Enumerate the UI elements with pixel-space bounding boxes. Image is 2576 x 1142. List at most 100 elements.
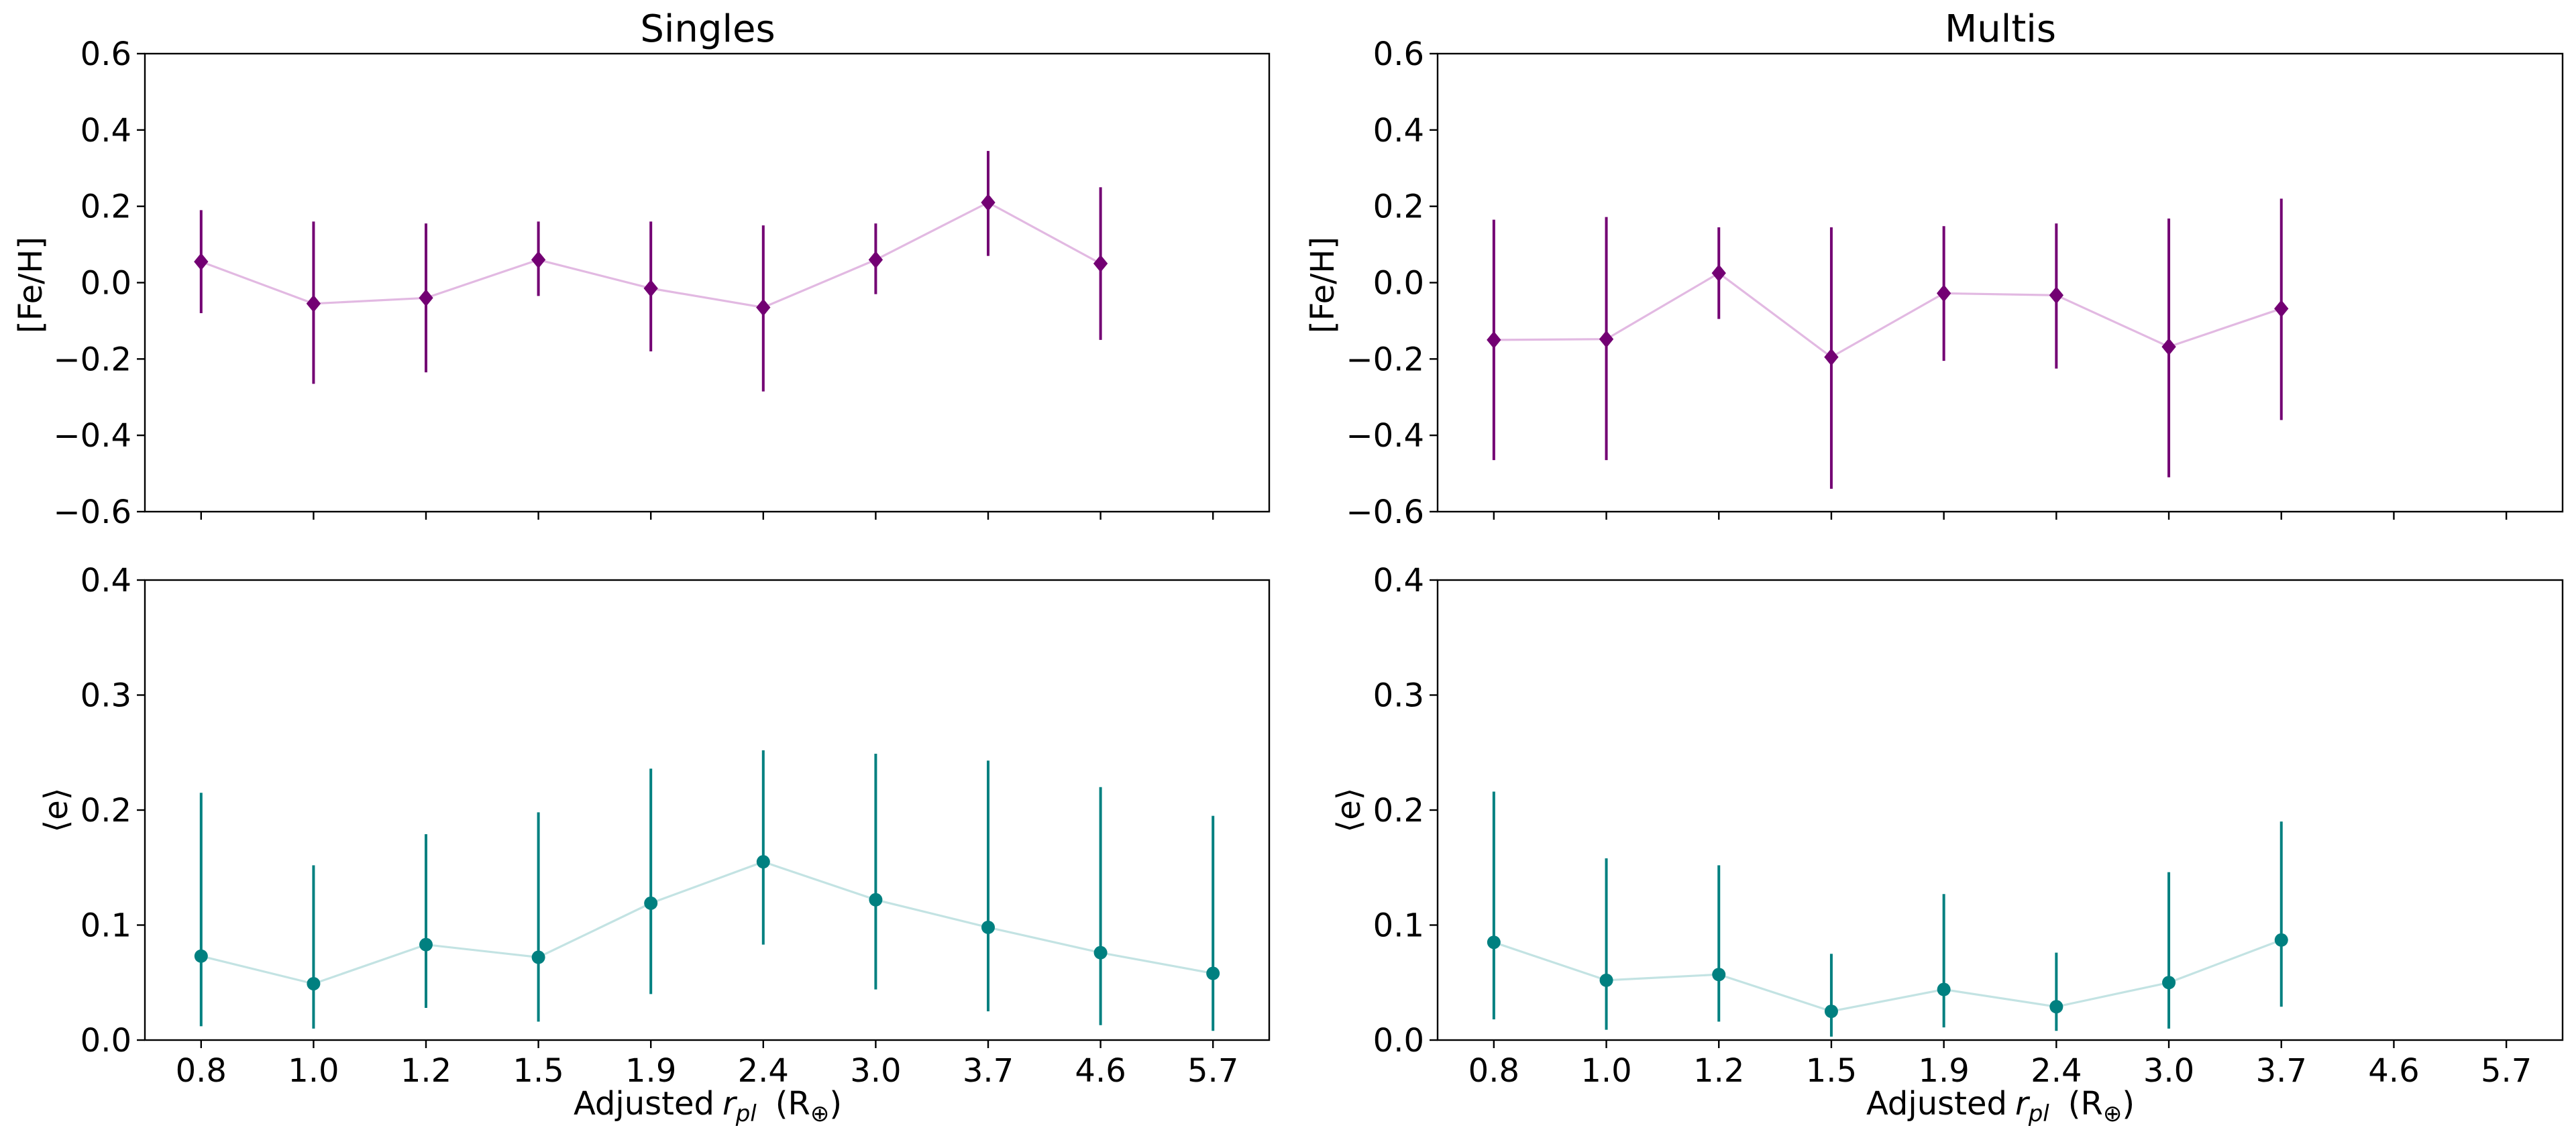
- y-tick-label: 0.6: [1373, 36, 1424, 73]
- y-tick-label: −0.2: [53, 341, 131, 378]
- data-point: [756, 855, 770, 869]
- axis-ticks: 0.6 0.4 0.2 0.0 −0.2 −0.4 −0.6: [53, 36, 1214, 531]
- series-line: [201, 860, 1214, 985]
- data-point: [1711, 264, 1726, 282]
- y-tick-label: −0.4: [1346, 417, 1424, 455]
- series-line: [1493, 939, 2282, 1013]
- y-axis-label: [Fe/H]: [1304, 237, 1342, 333]
- y-tick-label: −0.2: [1346, 341, 1424, 378]
- data-point: [981, 193, 996, 211]
- x-label-unit: (R: [2068, 1085, 2103, 1123]
- data-point: [644, 896, 658, 910]
- y-axis-label: [Fe/H]: [12, 237, 50, 333]
- data-marks: [194, 151, 1108, 392]
- panel-multis-ecc: ⟨e⟩ 0.4 0.3 0.2 0.1 0.0 0.8 1.0 1.2 1.5 1.9 2.4 3.0…: [1330, 562, 2564, 1127]
- y-tick-label: −0.4: [53, 417, 131, 455]
- y-tick-label: 0.0: [80, 265, 131, 302]
- data-point: [531, 251, 546, 269]
- x-axis-label: Adjusted rpl (R⊕): [1866, 1085, 2135, 1127]
- data-point: [981, 920, 995, 934]
- x-tick-label: 5.7: [2481, 1052, 2532, 1090]
- data-point: [2274, 300, 2289, 318]
- panel-title: Singles: [640, 7, 775, 51]
- data-point: [194, 253, 209, 271]
- data-point: [1093, 255, 1108, 273]
- data-marks: [1487, 198, 2289, 489]
- panel-singles-ecc: ⟨e⟩ 0.4 0.3 0.2 0.1 0.0 0.8 1.0 1.2 1.5 1.9 2.4 3.0…: [38, 562, 1271, 1127]
- x-tick-label: 5.7: [1187, 1052, 1238, 1090]
- data-point: [1599, 330, 1614, 348]
- panel-title: Multis: [1945, 7, 2056, 51]
- data-point: [1093, 946, 1108, 960]
- x-tick-label: 2.4: [738, 1052, 789, 1090]
- x-tick-label: 1.5: [513, 1052, 564, 1090]
- data-point: [1599, 973, 1613, 987]
- x-tick-label: 1.2: [400, 1052, 451, 1090]
- x-label-close: ): [2122, 1085, 2135, 1123]
- y-tick-label: 0.2: [1373, 188, 1424, 226]
- y-tick-label: 0.2: [80, 188, 131, 226]
- x-label-text: Adjusted: [574, 1085, 714, 1123]
- y-tick-label: 0.2: [80, 792, 131, 830]
- x-tick-label: 1.2: [1693, 1052, 1744, 1090]
- y-tick-label: 0.1: [80, 907, 131, 945]
- y-tick-label: 0.4: [80, 112, 131, 150]
- data-point: [1206, 966, 1220, 980]
- x-tick-label: 3.0: [2143, 1052, 2194, 1090]
- y-tick-label: 0.4: [80, 562, 131, 599]
- data-point: [306, 294, 321, 312]
- data-point: [307, 976, 321, 990]
- plot-frame: [144, 52, 1271, 513]
- data-point: [1487, 331, 1501, 349]
- y-tick-label: 0.2: [1373, 792, 1424, 830]
- data-point: [531, 950, 545, 964]
- x-label-unit: (R: [775, 1085, 810, 1123]
- plot-frame: [144, 579, 1271, 1041]
- x-tick-label: 3.0: [850, 1052, 901, 1090]
- data-point: [1712, 968, 1726, 982]
- data-point: [419, 937, 433, 952]
- panel-multis-feh: Multis [Fe/H] 0.6 0.4 0.2 0.0 −0.2 −0.4 −0.6: [1304, 7, 2564, 531]
- x-tick-label: 1.9: [625, 1052, 676, 1090]
- x-label-subscript: pl: [2028, 1100, 2050, 1127]
- y-tick-label: 0.4: [1373, 562, 1424, 599]
- axis-ticks: 0.4 0.3 0.2 0.1 0.0 0.8 1.0 1.2 1.5 1.9 2.4 3.0 3.7 4…: [80, 562, 1239, 1090]
- data-point: [643, 280, 658, 298]
- data-point: [1487, 935, 1501, 950]
- x-axis-label: Adjusted rpl (R⊕): [574, 1085, 842, 1127]
- x-label-text: Adjusted: [1866, 1085, 2007, 1123]
- data-point: [2274, 933, 2288, 947]
- data-point: [868, 251, 883, 269]
- x-label-close: ): [829, 1085, 842, 1123]
- x-tick-label: 0.8: [176, 1052, 227, 1090]
- data-point: [869, 893, 883, 907]
- x-label-subscript: pl: [735, 1100, 757, 1127]
- x-tick-label: 1.0: [1580, 1052, 1631, 1090]
- data-point: [2161, 338, 2176, 356]
- x-tick-label: 3.7: [2256, 1052, 2307, 1090]
- y-tick-label: 0.3: [1373, 677, 1424, 715]
- y-tick-label: −0.6: [1346, 494, 1424, 531]
- y-tick-label: 0.1: [1373, 907, 1424, 945]
- data-point: [2162, 976, 2176, 990]
- data-point: [1824, 1005, 1838, 1019]
- data-point: [1937, 982, 1951, 996]
- x-label-unit-subscript: ⊕: [2103, 1100, 2123, 1127]
- x-tick-label: 1.5: [1806, 1052, 1857, 1090]
- x-tick-label: 4.6: [2368, 1052, 2419, 1090]
- y-tick-label: 0.0: [80, 1022, 131, 1060]
- data-point: [1936, 284, 1951, 302]
- data-point: [2049, 286, 2064, 304]
- x-tick-label: 0.8: [1468, 1052, 1519, 1090]
- x-tick-label: 3.7: [963, 1052, 1014, 1090]
- y-tick-label: 0.4: [1373, 112, 1424, 150]
- data-point: [194, 949, 208, 963]
- data-point: [1824, 348, 1839, 366]
- x-label-symbol: r: [2015, 1085, 2031, 1123]
- x-label-symbol: r: [722, 1085, 738, 1123]
- data-point: [419, 289, 433, 307]
- axis-ticks: 0.4 0.3 0.2 0.1 0.0 0.8 1.0 1.2 1.5 1.9 2.4 3.0 3.7 4…: [1373, 562, 2532, 1090]
- y-tick-label: 0.6: [80, 36, 131, 73]
- data-point: [2049, 1000, 2063, 1014]
- y-tick-label: 0.0: [1373, 1022, 1424, 1060]
